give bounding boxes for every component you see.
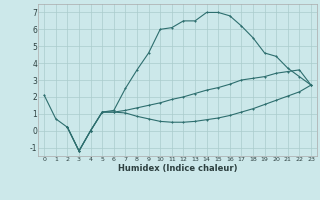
X-axis label: Humidex (Indice chaleur): Humidex (Indice chaleur): [118, 164, 237, 173]
